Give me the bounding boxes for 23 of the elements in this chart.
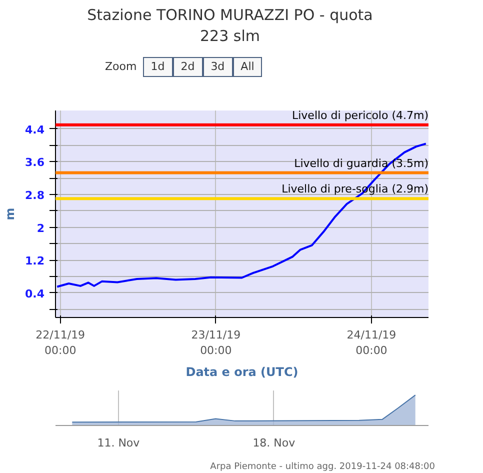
x-axis-title: Data e ora (UTC) <box>186 365 298 380</box>
x-tick-label: 23/11/19 00:00 <box>191 328 241 358</box>
y-tick-label: 1.2 <box>25 254 45 268</box>
ref-line-label: Livello di guardia (3.5m) <box>294 156 429 170</box>
y-tick-label: 4.4 <box>25 123 45 136</box>
text: 1d <box>142 57 173 77</box>
line-series <box>56 142 427 288</box>
ref-line-label: Livello di pericolo (4.7m) <box>292 108 429 122</box>
text: Zoom <box>105 60 137 73</box>
text: All <box>232 57 262 77</box>
x-tick-label: 11. Nov <box>97 436 140 450</box>
text: Arpa Piemonte - ultimo agg. 2019-11-24 08:48:00 <box>209 461 435 473</box>
text: 3d <box>202 57 233 77</box>
chart-title: Stazione TORINO MURAZZI PO - quota 223 slm <box>86 5 374 48</box>
y-tick-label: 2.8 <box>25 189 45 202</box>
x-tick-label: 24/11/19 00:00 <box>346 328 396 358</box>
y-tick-label: 0.4 <box>25 287 45 300</box>
y-axis-title: m <box>3 208 18 220</box>
x-tick-label: 22/11/19 00:00 <box>36 328 86 358</box>
text: 2d <box>172 57 203 77</box>
x-tick-label: 18. Nov <box>252 436 296 450</box>
y-tick-label: 2 <box>36 222 44 235</box>
y-tick-label: 3.6 <box>25 156 45 170</box>
